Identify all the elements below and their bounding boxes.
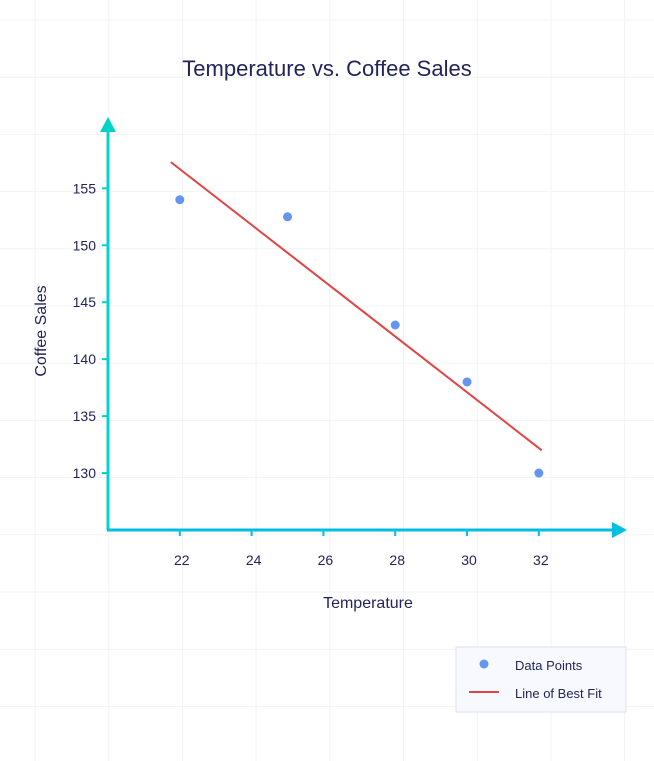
x-tick-label: 32 xyxy=(533,552,549,568)
y-tick-label: 135 xyxy=(73,408,97,424)
y-axis-label: Coffee Sales xyxy=(33,285,50,376)
y-axis-ticks: 130 135 140 145 150 155 xyxy=(73,180,108,481)
y-axis-arrow-icon xyxy=(100,117,116,132)
x-tick-label: 28 xyxy=(389,552,405,568)
y-tick-label: 145 xyxy=(73,294,97,310)
x-tick-label: 26 xyxy=(318,552,334,568)
data-point xyxy=(462,377,472,387)
y-tick-label: 140 xyxy=(73,351,97,367)
x-axis-label: Temperature xyxy=(323,595,413,612)
best-fit-line xyxy=(170,161,543,452)
axes xyxy=(100,117,627,538)
x-tick-label: 30 xyxy=(461,552,477,568)
data-point xyxy=(534,468,544,478)
legend-marker-data-points xyxy=(479,659,489,669)
legend: Data Points Line of Best Fit xyxy=(455,646,627,713)
y-tick-label: 155 xyxy=(73,180,97,196)
data-point xyxy=(283,212,293,222)
x-tick-label: 24 xyxy=(246,552,262,568)
legend-label-data-points: Data Points xyxy=(515,658,583,673)
y-tick-label: 150 xyxy=(73,237,97,253)
chart-marks xyxy=(170,161,544,478)
chart-title: Temperature vs. Coffee Sales xyxy=(182,56,471,81)
x-axis-ticks: 22 24 26 28 30 32 xyxy=(174,530,549,568)
y-tick-label: 130 xyxy=(73,465,97,481)
x-axis-arrow-icon xyxy=(612,522,627,538)
legend-label-best-fit: Line of Best Fit xyxy=(515,686,602,701)
x-tick-label: 22 xyxy=(174,552,190,568)
data-point xyxy=(175,195,185,205)
data-point xyxy=(390,320,400,330)
legend-box xyxy=(455,646,627,713)
